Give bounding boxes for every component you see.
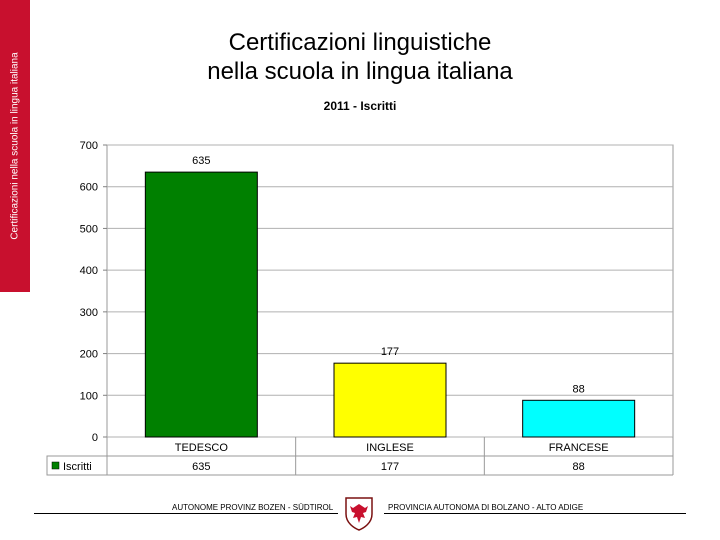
y-tick-label: 400 xyxy=(80,265,98,277)
footer-divider-left xyxy=(34,513,338,514)
footer-left-text: AUTONOME PROVINZ BOZEN - SÜDTIROL xyxy=(172,503,334,512)
bar-chart: 2011 - Iscritti 0 100 200 300 400 500 600 700 63… xyxy=(46,99,674,476)
page-title-line2: nella scuola in lingua italiana xyxy=(207,58,513,85)
coat-of-arms-emblem xyxy=(345,497,373,531)
page-title: Certificazioni linguistiche nella scuola… xyxy=(170,28,550,86)
bar xyxy=(144,171,258,438)
sidebar-banner: Certificazioni nella scuola in lingua it… xyxy=(0,0,30,292)
data-label: 88 xyxy=(573,383,585,395)
y-tick-label: 0 xyxy=(92,432,98,444)
legend-series-name: Iscritti xyxy=(63,461,92,473)
footer-divider-right xyxy=(384,513,686,514)
x-tick-label: INGLESE xyxy=(366,442,414,454)
y-tick-label: 100 xyxy=(80,390,98,402)
bar xyxy=(333,362,447,438)
y-tick-label: 500 xyxy=(80,223,98,235)
table-value: 88 xyxy=(573,461,585,473)
x-tick-label: FRANCESE xyxy=(549,442,609,454)
x-tick-label: TEDESCO xyxy=(175,442,229,454)
chart-title: 2011 - Iscritti xyxy=(324,99,397,113)
y-tick-label: 300 xyxy=(80,307,98,319)
footer-right-text: PROVINCIA AUTONOMA DI BOLZANO - ALTO ADI… xyxy=(388,503,584,512)
page-title-line1: Certificazioni linguistiche xyxy=(228,29,492,56)
data-label: 635 xyxy=(192,155,210,167)
bar xyxy=(522,399,636,438)
data-label: 177 xyxy=(381,346,399,358)
legend-swatch xyxy=(51,461,60,470)
y-tick-label: 200 xyxy=(80,349,98,361)
plot-area: 0 100 200 300 400 500 600 700 635 177 88 TEDESCO 635… xyxy=(46,140,674,476)
y-tick-label: 700 xyxy=(80,140,98,152)
y-tick-label: 600 xyxy=(80,182,98,194)
table-value: 635 xyxy=(192,461,210,473)
table-value: 177 xyxy=(381,461,399,473)
